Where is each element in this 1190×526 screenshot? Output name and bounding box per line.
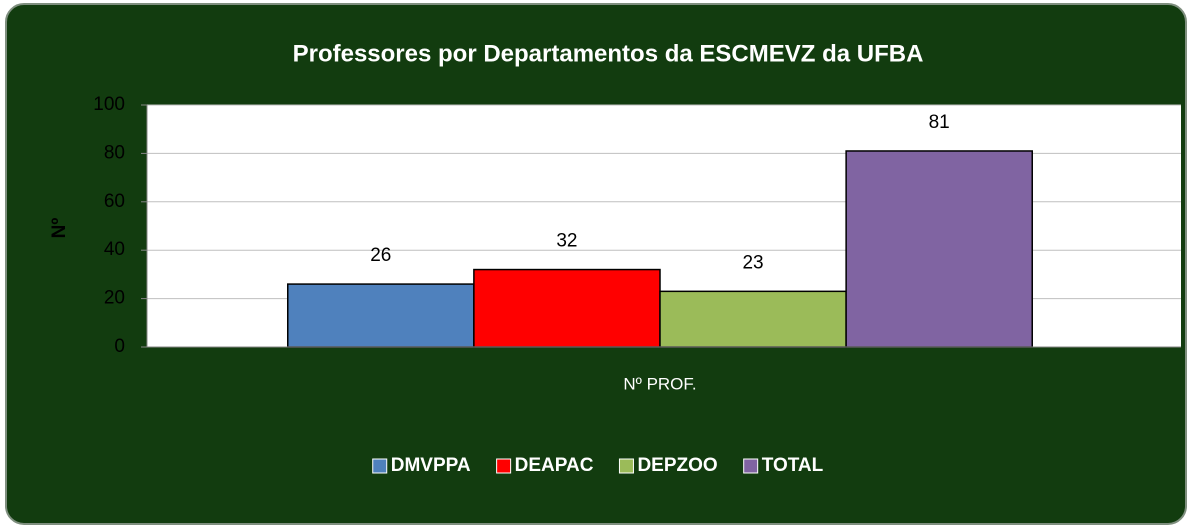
data-label: 81 bbox=[929, 112, 950, 133]
bar bbox=[287, 283, 475, 348]
legend-label: DMVPPA bbox=[391, 455, 471, 476]
legend-label: DEPZOO bbox=[637, 455, 717, 476]
y-axis-label: Nº bbox=[49, 218, 70, 239]
legend-label: DEAPAC bbox=[515, 455, 594, 476]
y-tick-label: 60 bbox=[104, 191, 125, 212]
data-label: 23 bbox=[742, 252, 763, 273]
data-label: 26 bbox=[370, 245, 391, 266]
chart-title: Professores por Departamentos da ESCMEVZ… bbox=[293, 40, 924, 67]
y-tick-label: 40 bbox=[104, 239, 125, 260]
y-tick-label: 20 bbox=[104, 288, 125, 309]
y-tick-label: 0 bbox=[114, 336, 125, 357]
legend-swatch bbox=[372, 458, 388, 474]
legend-swatch bbox=[743, 458, 759, 474]
bar bbox=[659, 290, 847, 348]
legend-swatch bbox=[496, 458, 512, 474]
x-tick-label: Nº PROF. bbox=[623, 374, 696, 393]
y-tick-label: 80 bbox=[104, 142, 125, 163]
y-tick-label: 100 bbox=[93, 94, 125, 115]
data-label: 32 bbox=[556, 231, 577, 252]
bar bbox=[473, 268, 661, 348]
legend-label: TOTAL bbox=[762, 455, 824, 476]
legend-swatch bbox=[618, 458, 634, 474]
bar bbox=[845, 150, 1033, 348]
